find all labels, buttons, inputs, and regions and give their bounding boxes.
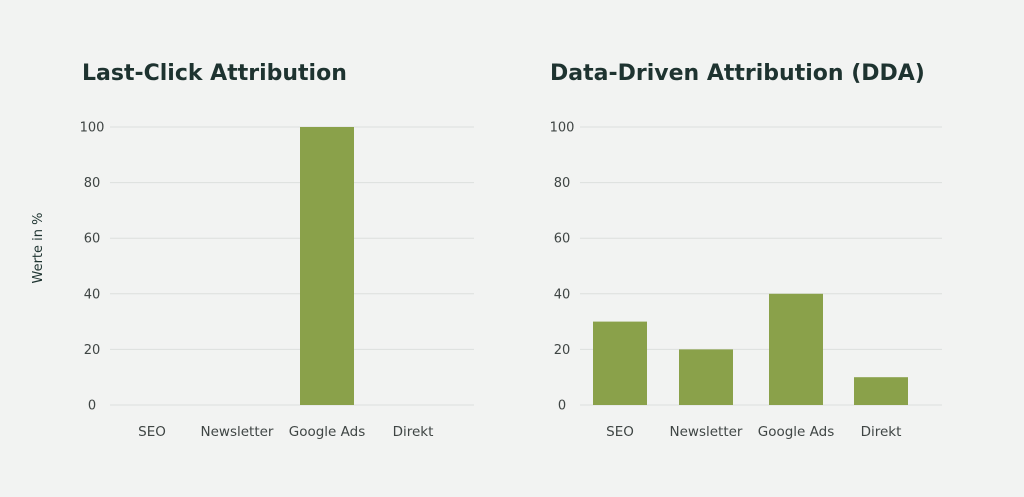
chart-title-last-click: Last-Click Attribution: [82, 61, 347, 86]
chart-title-dda: Data-Driven Attribution (DDA): [550, 61, 925, 86]
y-tick-label: 20: [84, 343, 101, 358]
y-ticks-last-click: 0 20 40 60 80 100: [80, 121, 105, 414]
bars-last-click: [300, 127, 354, 405]
y-tick-label: 0: [88, 399, 96, 414]
x-category-label: Direkt: [393, 424, 434, 440]
y-tick-label: 20: [554, 343, 571, 358]
x-category-label: Newsletter: [670, 424, 743, 440]
x-category-label: Newsletter: [201, 424, 274, 440]
chart-last-click: Last-Click Attribution 0 20 40 60 80 100 SEO N…: [80, 61, 474, 440]
y-tick-label: 60: [554, 232, 571, 247]
x-category-label: SEO: [606, 424, 634, 440]
x-category-label: Google Ads: [289, 424, 366, 440]
bar-seo: [593, 321, 647, 405]
y-tick-label: 80: [84, 176, 101, 191]
y-tick-label: 40: [84, 287, 101, 302]
y-tick-label: 100: [80, 121, 105, 136]
y-axis-label: Werte in %: [31, 213, 46, 284]
x-category-label: Google Ads: [758, 424, 835, 440]
bar-direkt: [854, 377, 908, 405]
bar-google-ads: [300, 127, 354, 405]
x-labels-dda: SEO Newsletter Google Ads Direkt: [606, 424, 901, 440]
y-ticks-dda: 0 20 40 60 80 100: [550, 121, 575, 414]
y-tick-label: 40: [554, 287, 571, 302]
x-category-label: SEO: [138, 424, 166, 440]
bars-dda: [593, 293, 908, 405]
bar-newsletter: [679, 349, 733, 405]
x-labels-last-click: SEO Newsletter Google Ads Direkt: [138, 424, 433, 440]
y-tick-label: 0: [558, 399, 566, 414]
bar-google-ads: [769, 293, 823, 405]
gridlines-last-click: [110, 126, 474, 406]
x-category-label: Direkt: [861, 424, 902, 440]
y-tick-label: 100: [550, 121, 575, 136]
y-tick-label: 80: [554, 176, 571, 191]
y-tick-label: 60: [84, 232, 101, 247]
chart-dda: Data-Driven Attribution (DDA) 0 20 40 60 80 1…: [550, 61, 942, 440]
